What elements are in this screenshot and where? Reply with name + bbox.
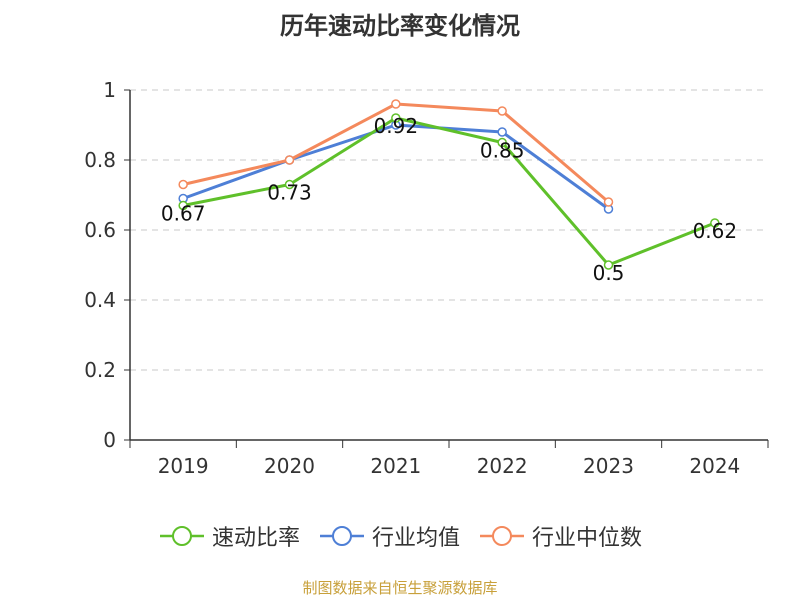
chart-title: 历年速动比率变化情况: [280, 12, 520, 40]
data-point: [497, 106, 507, 116]
source-note: 制图数据来自恒生聚源数据库: [302, 579, 498, 597]
data-point: [603, 197, 614, 207]
x-tick-label: 2022: [477, 454, 528, 478]
data-label: 0.92: [374, 114, 419, 138]
x-tick-label: 2024: [689, 454, 740, 478]
data-label: 0.5: [593, 261, 625, 285]
y-tick-label: 0.4: [84, 288, 116, 312]
legend-label: 行业中位数: [532, 526, 643, 551]
data-label: 0.73: [267, 181, 312, 205]
legend-marker-icon: [480, 526, 524, 546]
legend-marker-icon: [159, 526, 204, 546]
data-point: [178, 179, 188, 190]
x-tick-label: 2023: [583, 454, 634, 478]
y-tick-label: 0.6: [84, 218, 116, 242]
data-point: [603, 260, 614, 270]
data-point: [710, 218, 720, 228]
y-tick-label: 0.2: [84, 358, 116, 382]
data-label: 0.67: [161, 202, 206, 226]
data-point: [497, 127, 507, 137]
data-point: [178, 200, 188, 211]
legend: 速动比率 行业均值 行业中位数: [0, 520, 800, 552]
x-tick-label: 2019: [158, 454, 209, 478]
legend-item[interactable]: 行业中位数: [478, 520, 642, 552]
x-tick-label: 2020: [264, 454, 315, 478]
legend-marker-icon: [319, 526, 364, 546]
legend-item[interactable]: 行业均值: [318, 520, 460, 552]
x-tick-label: 2021: [370, 454, 421, 478]
data-label: 0.62: [693, 219, 738, 243]
data-point: [497, 137, 507, 148]
data-point: [391, 113, 401, 123]
y-tick-label: 0.8: [84, 148, 116, 172]
data-label: 0.85: [480, 139, 525, 163]
y-tick-label: 1: [103, 78, 116, 102]
data-point: [391, 99, 401, 109]
series-line: [182, 116, 716, 267]
data-point: [284, 179, 295, 190]
legend-item[interactable]: 速动比率: [158, 520, 300, 552]
legend-label: 速动比率: [211, 526, 300, 551]
y-tick-label: 0: [103, 428, 116, 452]
data-point: [284, 155, 295, 165]
legend-label: 行业均值: [371, 526, 460, 551]
